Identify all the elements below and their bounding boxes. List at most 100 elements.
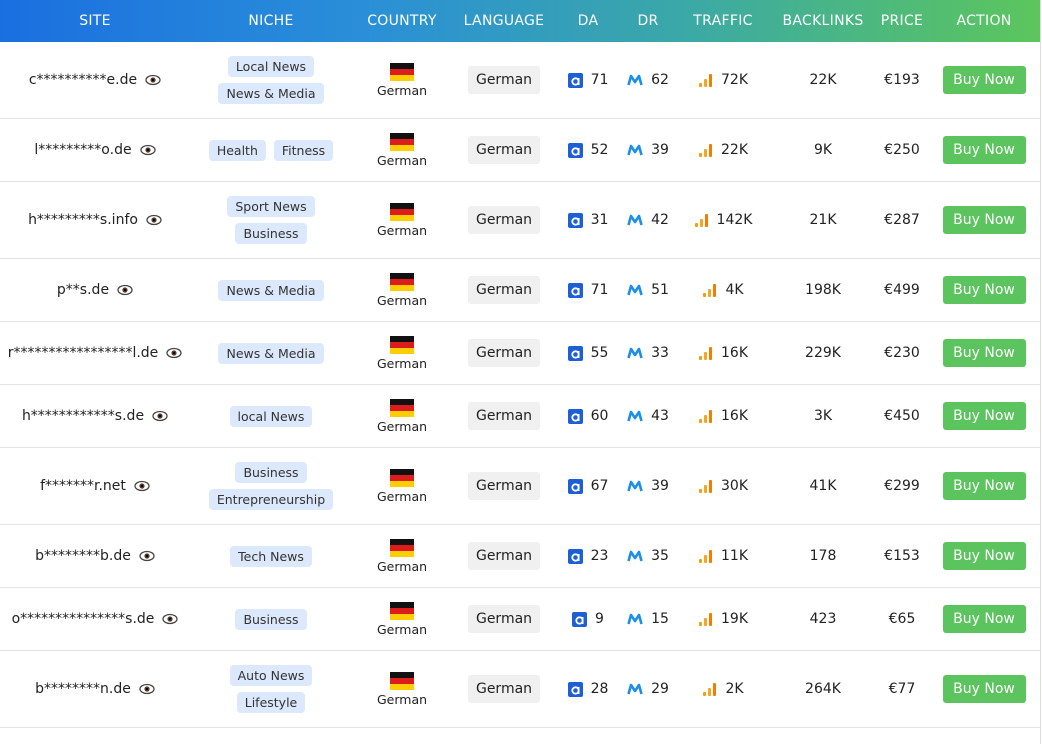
- dr-value: 39: [651, 478, 669, 494]
- country-cell: German: [352, 182, 452, 258]
- da-icon: [567, 282, 583, 298]
- niche-cell: Business Entrepreneurship: [190, 448, 352, 524]
- country-cell: German: [352, 42, 452, 118]
- traffic-value: 16K: [721, 408, 748, 424]
- niche-tags: Business Entrepreneurship: [203, 448, 339, 524]
- header-cell: SITE: [79, 13, 111, 29]
- traffic-cell: 142K: [676, 182, 770, 258]
- site-cell: h************s.de: [0, 385, 190, 447]
- da-value: 71: [590, 282, 609, 298]
- language-cell: German: [452, 322, 556, 384]
- buy-now-button[interactable]: Buy Now: [942, 206, 1026, 234]
- niche-cell: Health Fitness: [190, 119, 352, 181]
- da-value: 67: [590, 478, 609, 494]
- language: German: [467, 66, 541, 94]
- language: German: [467, 136, 541, 164]
- table-header: SITE NICHE COUNTRY LANGUAGE DA DR TRAFFIC BACKL…: [0, 0, 1040, 42]
- buy-now-button[interactable]: Buy Now: [942, 276, 1026, 304]
- buy-now-button[interactable]: Buy Now: [942, 402, 1026, 430]
- flag-icon: [390, 62, 414, 81]
- traffic: 2K: [702, 681, 744, 697]
- price-cell: €193: [876, 42, 928, 118]
- traffic-cell: 30K: [676, 448, 770, 524]
- action-cell: Buy Now: [928, 119, 1040, 181]
- table-row: f*******r.net Business Entrepreneurship Ger…: [0, 448, 1040, 525]
- da: 55: [567, 345, 608, 361]
- price: €230: [884, 345, 920, 361]
- language-cell: German: [452, 259, 556, 321]
- dr-cell: 35: [620, 525, 676, 587]
- niche-cell: local News: [190, 385, 352, 447]
- da: 23: [567, 548, 608, 564]
- flag-icon: [390, 601, 414, 620]
- buy-now-button[interactable]: Buy Now: [942, 66, 1026, 94]
- language-cell: German: [452, 651, 556, 727]
- site-name: h*********s.info: [28, 212, 138, 228]
- niche-cell: Auto News Lifestyle: [190, 651, 352, 727]
- country-cell: German: [352, 525, 452, 587]
- language-cell: German: [452, 448, 556, 524]
- niche-cell: News & Media: [190, 259, 352, 321]
- language-cell: German: [452, 525, 556, 587]
- header-cell: TRAFFIC: [693, 13, 753, 29]
- traffic-cell: 72K: [676, 42, 770, 118]
- price-cell: €77: [876, 651, 928, 727]
- site: b********n.de: [35, 681, 155, 697]
- dr: 29: [627, 681, 669, 697]
- eye-icon: [139, 683, 155, 695]
- site-cell: l*********o.de: [0, 119, 190, 181]
- flag-icon: [390, 538, 414, 557]
- site-name: h************s.de: [21, 408, 145, 424]
- price: €153: [884, 548, 920, 564]
- price-cell: €299: [876, 448, 928, 524]
- eye-icon: [145, 74, 161, 86]
- site: c**********e.de: [29, 72, 161, 88]
- traffic-icon: [699, 410, 712, 423]
- buy-now-button[interactable]: Buy Now: [942, 675, 1026, 703]
- buy-now-button[interactable]: Buy Now: [942, 605, 1026, 633]
- traffic-value: 2K: [725, 681, 744, 697]
- dr-value: 51: [651, 282, 669, 298]
- da-icon: [567, 142, 583, 158]
- language-cell: German: [452, 182, 556, 258]
- dr-cell: 43: [620, 385, 676, 447]
- dr: 43: [627, 408, 669, 424]
- da-value: 28: [590, 681, 609, 697]
- site: f*******r.net: [40, 478, 150, 494]
- header-cell: DR: [637, 13, 659, 29]
- backlinks: 198K: [805, 282, 841, 298]
- traffic-icon: [699, 613, 712, 626]
- da-icon: [567, 548, 583, 564]
- buy-now-button[interactable]: Buy Now: [942, 339, 1026, 367]
- traffic-icon: [699, 144, 712, 157]
- niche-tag: Business: [235, 223, 307, 244]
- buy-now-button[interactable]: Buy Now: [942, 542, 1026, 570]
- traffic: 16K: [698, 408, 748, 424]
- traffic-value: 142K: [716, 212, 753, 228]
- niche-tags: News & Media: [203, 329, 339, 378]
- da-value: 31: [590, 212, 609, 228]
- buy-now-button[interactable]: Buy Now: [942, 472, 1026, 500]
- da-cell: 31: [556, 182, 620, 258]
- niche-tags: Tech News: [203, 532, 339, 581]
- backlinks-cell: 264K: [770, 651, 876, 727]
- site-cell: o***************s.de: [0, 588, 190, 650]
- site-cell: b********b.de: [0, 525, 190, 587]
- da-icon: [567, 478, 583, 494]
- country: German: [376, 691, 428, 707]
- eye-icon: [162, 613, 179, 625]
- buy-now-button[interactable]: Buy Now: [942, 136, 1026, 164]
- language: German: [467, 605, 541, 633]
- da-icon: [567, 408, 583, 424]
- niche-tags: Local News News & Media: [203, 42, 339, 118]
- da-value: 71: [590, 72, 609, 88]
- niche-tag: Auto News: [229, 665, 313, 686]
- country-cell: German: [352, 385, 452, 447]
- traffic-value: 22K: [721, 142, 748, 158]
- country-cell: German: [352, 588, 452, 650]
- language: German: [467, 472, 541, 500]
- traffic-value: 72K: [721, 72, 748, 88]
- da: 52: [567, 142, 608, 158]
